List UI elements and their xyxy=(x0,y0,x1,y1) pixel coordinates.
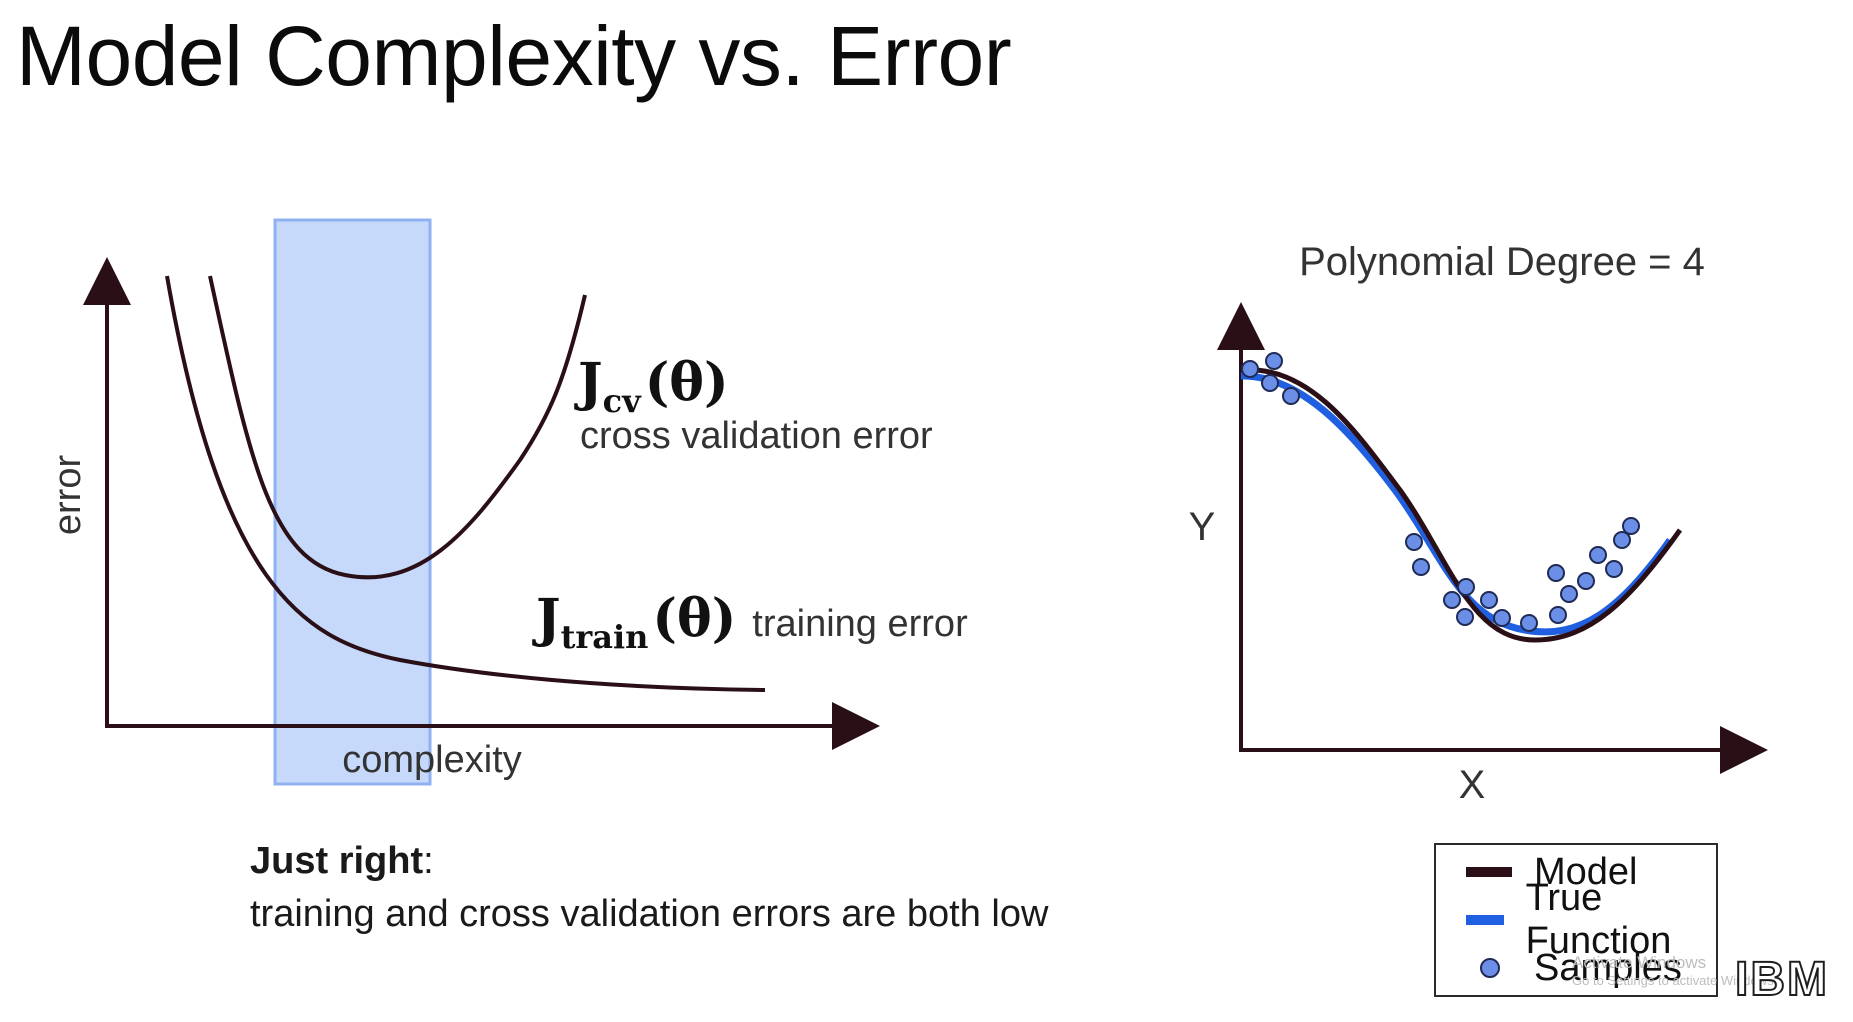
sample-point xyxy=(1480,591,1498,609)
sample-point xyxy=(1520,614,1538,632)
sample-point xyxy=(1405,533,1423,551)
complexity-error-diagram: error complexity Jcv(θ) cross validation… xyxy=(47,218,968,786)
sample-point xyxy=(1605,560,1623,578)
sample-point xyxy=(1622,517,1640,535)
samples xyxy=(1241,352,1640,632)
sample-point xyxy=(1547,564,1565,582)
sample-point xyxy=(1412,558,1430,576)
model-swatch xyxy=(1466,867,1512,877)
legend-item-samples: Samples xyxy=(1436,945,1682,991)
sample-point xyxy=(1577,572,1595,590)
sample-point xyxy=(1265,352,1283,370)
legend-label: Samples xyxy=(1534,946,1682,989)
sample-point xyxy=(1443,591,1461,609)
sample-point xyxy=(1457,578,1475,596)
legend-label: True Function xyxy=(1525,877,1672,962)
caption-heading: Just right: xyxy=(250,840,434,882)
ibm-logo: IBM xyxy=(1734,952,1829,1007)
sample-point xyxy=(1613,531,1631,549)
plot-y-label: Y xyxy=(1189,505,1216,549)
watermark-line-2: Go to Settings to activate Windows. xyxy=(1572,973,1778,989)
x-axis-label: complexity xyxy=(342,739,522,781)
legend-item-model: Model xyxy=(1436,849,1638,895)
samples-swatch xyxy=(1480,958,1500,978)
legend-label: Model xyxy=(1534,850,1638,893)
sample-point xyxy=(1241,360,1259,378)
sample-point xyxy=(1493,609,1511,627)
polynomial-fit-plot: Polynomial Degree = 4 Y X xyxy=(1189,240,1768,807)
true-function-swatch xyxy=(1466,915,1504,925)
y-axis-label: error xyxy=(47,455,89,536)
watermark-line-1: Activate Windows xyxy=(1572,953,1707,972)
sample-point xyxy=(1589,546,1607,564)
caption: Just right: training and cross validatio… xyxy=(250,835,1048,941)
slide-title: Model Complexity vs. Error xyxy=(16,9,1012,103)
sample-point xyxy=(1261,374,1279,392)
train-symbol: Jtrain(θ) training error xyxy=(532,588,968,656)
caption-text: training and cross validation errors are… xyxy=(250,893,1049,936)
sample-point xyxy=(1456,608,1474,626)
just-right-region xyxy=(273,218,432,786)
activation-watermark: Activate Windows Go to Settings to activ… xyxy=(1572,953,1777,989)
sample-point xyxy=(1282,387,1300,405)
cv-symbol: Jcv(θ) xyxy=(574,352,729,420)
plot-x-label: X xyxy=(1459,763,1486,807)
cv-error-curve xyxy=(208,275,587,580)
plot-legend: Model True Function Samples xyxy=(1434,843,1718,997)
sample-point xyxy=(1560,585,1578,603)
sample-point xyxy=(1549,606,1567,624)
legend-item-true-function: True Function xyxy=(1436,877,1716,962)
plot-title: Polynomial Degree = 4 xyxy=(1299,240,1705,284)
training-error-curve xyxy=(165,275,766,692)
cv-description: cross validation error xyxy=(580,415,933,457)
